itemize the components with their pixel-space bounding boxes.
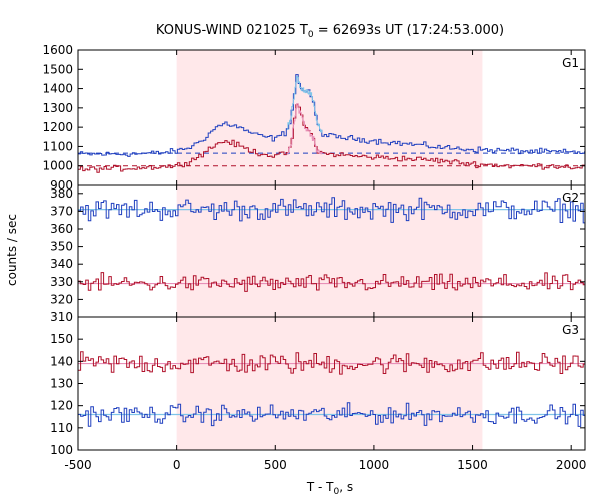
x-axis-label-suffix: , s [339, 480, 353, 494]
y-tick-label: 370 [50, 204, 73, 218]
y-tick-label: 340 [50, 257, 73, 271]
panel-g3: 100 110 120 130 140 150 G3 [50, 316, 586, 457]
title-subscript: 0 [308, 30, 314, 40]
x-tick-label: -500 [64, 458, 91, 472]
title-prefix: KONUS-WIND 021025 T [156, 23, 308, 38]
panel-label: G3 [562, 323, 579, 337]
x-axis-label-prefix: T - T [306, 480, 334, 494]
y-tick-label: 1300 [42, 101, 73, 115]
y-tick-label: 130 [50, 377, 73, 391]
y-tick-label: 150 [50, 332, 73, 346]
y-tick-label: 1500 [42, 62, 73, 76]
y-tick-label: 1200 [42, 120, 73, 134]
y-tick-label: 110 [50, 421, 73, 435]
y-tick-label: 100 [50, 443, 73, 457]
x-tick-label: 500 [264, 458, 287, 472]
burst-interval-shade [176, 50, 483, 450]
x-axis-label: T - T0, s [306, 480, 353, 497]
fine-series-red-g1 [287, 103, 323, 155]
series-blue-g3 [78, 402, 585, 427]
series-blue-g1 [78, 74, 586, 157]
series-red-g1 [78, 104, 586, 173]
x-axis-label-subscript: 0 [334, 487, 340, 497]
y-axis-label: counts / sec [5, 214, 19, 286]
title-suffix: = 62693s UT (17:24:53.000) [314, 23, 504, 38]
y-tick-label: 140 [50, 354, 73, 368]
panel-label: G2 [562, 191, 579, 205]
series-blue-g2 [78, 197, 585, 224]
x-tick-label: 1000 [359, 458, 390, 472]
y-tick-label: 360 [50, 222, 73, 236]
y-tick-label: 350 [50, 240, 73, 254]
y-tick-label: 310 [50, 310, 73, 324]
y-tick-label: 1000 [42, 159, 73, 173]
y-tick-label: 1400 [42, 82, 73, 96]
y-tick-label: 1600 [42, 43, 73, 57]
y-tick-label: 1100 [42, 139, 73, 153]
series-red-g3 [78, 351, 585, 375]
fine-series-blue-g1 [287, 76, 323, 133]
x-tick-label: 0 [173, 458, 181, 472]
x-tick-label: 1500 [457, 458, 488, 472]
y-tick-label: 320 [50, 292, 73, 306]
panel-g1: 900 1000 1100 1200 1300 1400 1500 1600 G1 [42, 43, 586, 192]
x-tick-label: 2000 [556, 458, 587, 472]
plot-area: 9001000110012001300140015001600G13103203… [42, 43, 586, 472]
series-red-g2 [78, 272, 585, 292]
x-axis: -500 0 500 1000 1500 2000 [64, 458, 586, 472]
y-tick-label: 900 [50, 178, 73, 192]
y-tick-label: 380 [50, 187, 73, 201]
chart-title: KONUS-WIND 021025 T0 = 62693s UT (17:24:… [156, 23, 504, 40]
y-tick-label: 330 [50, 275, 73, 289]
y-tick-label: 120 [50, 399, 73, 413]
panel-label: G1 [562, 56, 579, 70]
